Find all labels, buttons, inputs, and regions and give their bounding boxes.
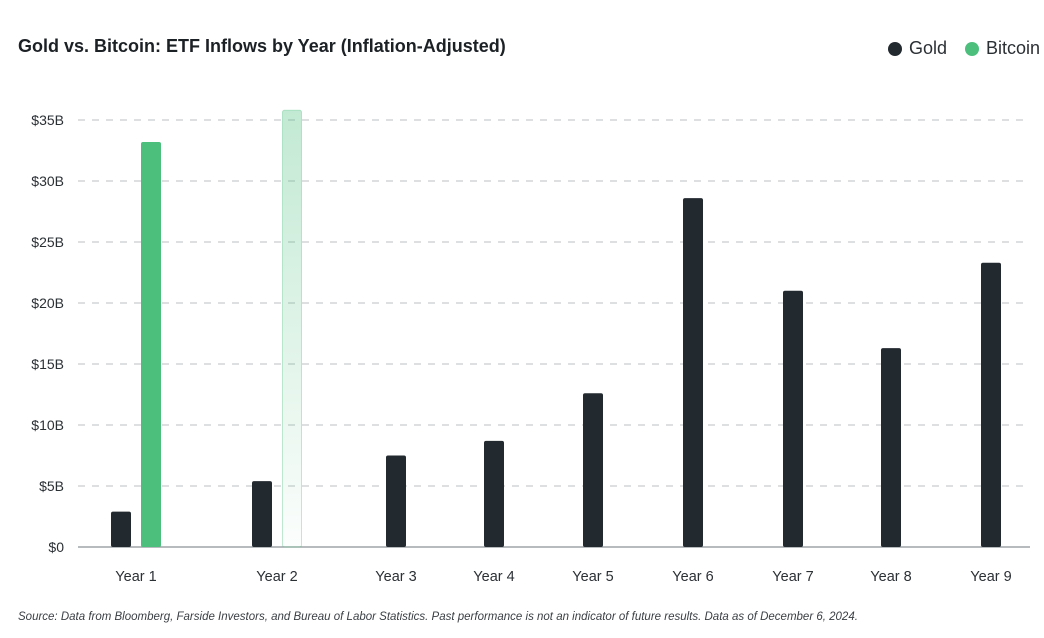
- y-tick-label: $0: [48, 539, 64, 555]
- labels-layer: $0 $5B $10B $15B $20B $25B $30B $35B Year 1 Year …: [31, 112, 1011, 585]
- x-tick-label: Year 1: [115, 569, 156, 585]
- bar-gold-year-1: [111, 511, 131, 547]
- y-tick-label: $35B: [31, 112, 64, 128]
- y-tick-label: $5B: [39, 478, 64, 494]
- bar-gold-year-2: [252, 481, 272, 547]
- bar-gold-year-8: [881, 348, 901, 547]
- x-tick-label: Year 4: [473, 569, 514, 585]
- chart-title: Gold vs. Bitcoin: ETF Inflows by Year (I…: [18, 36, 506, 56]
- y-tick-label: $15B: [31, 356, 64, 372]
- x-tick-label: Year 9: [970, 569, 1011, 585]
- y-tick-label: $10B: [31, 417, 64, 433]
- x-tick-label: Year 6: [672, 569, 713, 585]
- x-tick-label: Year 8: [870, 569, 911, 585]
- legend-item-bitcoin: Bitcoin: [964, 38, 1040, 59]
- bar-gold-year-7: [783, 290, 803, 547]
- chart-legend: Gold Bitcoin: [887, 38, 1040, 59]
- bar-gold-year-4: [484, 440, 504, 547]
- x-tick-label: Year 2: [256, 569, 297, 585]
- bars-layer: [111, 109, 1001, 548]
- bar-bitcoin-year-1: [141, 141, 161, 547]
- x-tick-label: Year 7: [772, 569, 813, 585]
- bar-gold-year-5: [583, 393, 603, 547]
- legend-label-bitcoin: Bitcoin: [985, 38, 1040, 58]
- y-tick-label: $25B: [31, 234, 64, 250]
- y-tick-label: $30B: [31, 173, 64, 189]
- legend-swatch-bitcoin: [964, 41, 979, 56]
- x-tick-label: Year 5: [572, 569, 613, 585]
- bar-gold-year-3: [386, 455, 406, 547]
- bar-gold-year-6: [683, 198, 703, 547]
- x-tick-label: Year 3: [375, 569, 416, 585]
- bar-bitcoin-projected-year-2: [282, 109, 302, 548]
- y-tick-label: $20B: [31, 295, 64, 311]
- legend-item-gold: Gold: [887, 38, 947, 59]
- bar-gold-year-9: [981, 262, 1001, 547]
- source-note: Source: Data from Bloomberg, Farside Inv…: [18, 611, 858, 623]
- grid-layer: [78, 119, 1030, 548]
- bar-chart: $0 $5B $10B $15B $20B $25B $30B $35B Year 1 Year …: [31, 109, 1030, 585]
- legend-swatch-gold: [887, 41, 902, 56]
- legend-label-gold: Gold: [908, 38, 947, 58]
